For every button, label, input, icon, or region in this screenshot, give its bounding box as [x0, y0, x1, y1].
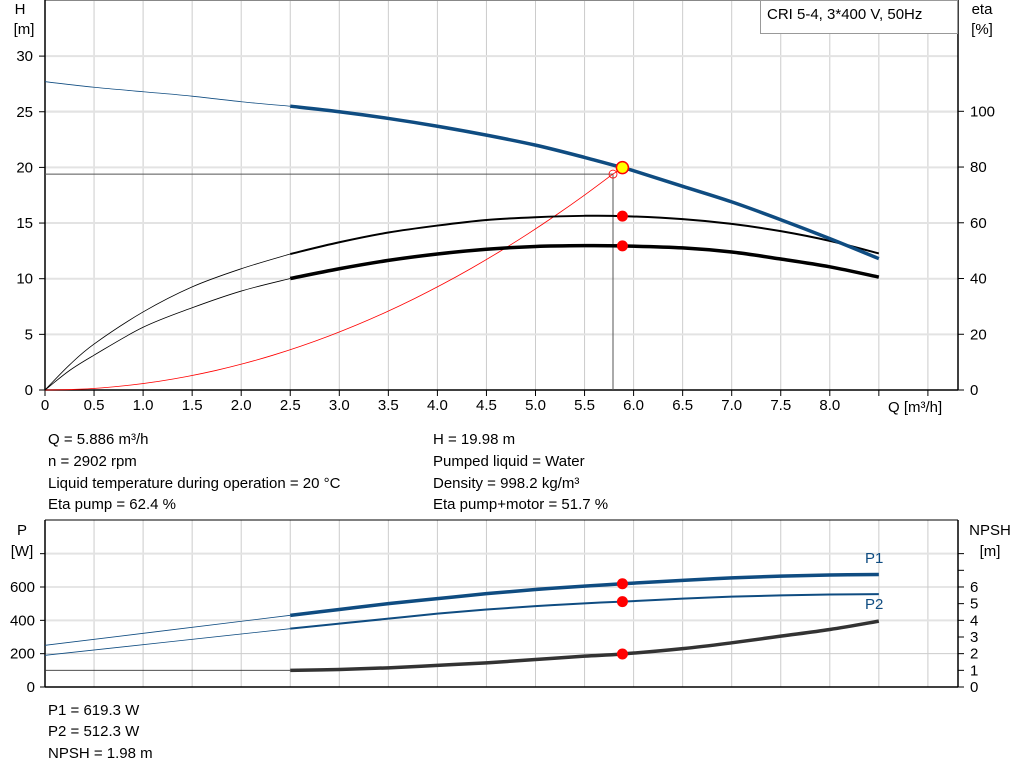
- p2-readout: P2 = 512.3 W: [48, 723, 140, 740]
- y-tick-label: 20: [16, 159, 33, 176]
- eta-total-readout: Eta pump+motor = 51.7 %: [433, 496, 609, 513]
- y-tick-label: 15: [16, 215, 33, 232]
- eta-pump-readout: Eta pump = 62.4 %: [48, 496, 176, 513]
- title-box: [760, 0, 958, 34]
- y-tick-label: 30: [16, 48, 33, 65]
- x-tick-label: 7.5: [770, 397, 791, 414]
- y2-axis-unit: [%]: [971, 21, 993, 38]
- speed-readout: n = 2902 rpm: [48, 453, 137, 470]
- x-tick-label: 3.0: [329, 397, 350, 414]
- y-tick-label: 600: [10, 579, 35, 596]
- y-tick-label: 5: [25, 326, 33, 343]
- head-curve-extrapolated: [44, 81, 291, 107]
- y-tick-label: 10: [16, 271, 33, 288]
- y-tick-label: 400: [10, 612, 35, 629]
- p1-readout: P1 = 619.3 W: [48, 702, 140, 719]
- x-axis-label: Q [m³/h]: [888, 399, 942, 416]
- y2-tick-label: 20: [970, 326, 987, 343]
- p1-series-label: P1: [865, 550, 883, 567]
- p1-curve: [290, 572, 879, 618]
- y2-axis-label: NPSH: [969, 522, 1011, 539]
- density-readout: Density = 998.2 kg/m³: [433, 475, 580, 492]
- x-tick-label: 6.0: [623, 397, 644, 414]
- x-tick-label: 3.5: [378, 397, 399, 414]
- system-curve: [44, 173, 614, 391]
- p2-curve: [290, 593, 879, 630]
- npsh-marker: [616, 648, 628, 660]
- y2-tick-label: 3: [970, 629, 978, 646]
- flow-readout: Q = 5.886 m³/h: [48, 431, 149, 448]
- x-tick-label: 2.0: [231, 397, 252, 414]
- y2-tick-label: 2: [970, 646, 978, 663]
- y-axis-label: P: [17, 522, 27, 539]
- y2-tick-label: 80: [970, 159, 987, 176]
- p2-series-label: P2: [865, 596, 883, 613]
- x-tick-label: 1.0: [133, 397, 154, 414]
- requested-point-marker: [608, 169, 618, 179]
- y2-tick-label: 60: [970, 215, 987, 232]
- eta-pump-marker: [616, 210, 628, 222]
- liquid-readout: Pumped liquid = Water: [433, 453, 585, 470]
- y2-axis-label: eta: [972, 1, 994, 18]
- x-tick-label: 4.5: [476, 397, 497, 414]
- x-tick-label: 0.5: [84, 397, 105, 414]
- x-tick-label: 4.0: [427, 397, 448, 414]
- temperature-readout: Liquid temperature during operation = 20…: [48, 475, 341, 492]
- p1-curve-extrapolated: [44, 614, 291, 646]
- x-tick-label: 8.0: [819, 397, 840, 414]
- eta-pump-curve: [290, 214, 880, 255]
- duty-point-marker: [615, 160, 630, 175]
- npsh-readout: NPSH = 1.98 m: [48, 745, 153, 762]
- x-tick-label: 1.5: [182, 397, 203, 414]
- p1-marker: [616, 578, 628, 590]
- y-tick-label: 0: [27, 679, 35, 696]
- eta-pump-motor-curve-extrapolated: [44, 278, 291, 391]
- x-tick-label: 2.5: [280, 397, 301, 414]
- head-curve: [290, 104, 880, 261]
- y-axis-unit: [W]: [11, 543, 34, 560]
- p2-marker: [616, 596, 628, 608]
- y2-tick-label: 5: [970, 596, 978, 613]
- eta-pump-curve-extrapolated: [44, 253, 291, 391]
- head-readout: H = 19.98 m: [433, 431, 516, 448]
- y-tick-label: 25: [16, 104, 33, 121]
- eta-pump-motor-marker: [616, 240, 628, 252]
- y2-tick-label: 100: [970, 103, 995, 120]
- x-tick-label: 0: [41, 397, 49, 414]
- p2-curve-extrapolated: [44, 628, 291, 656]
- y2-tick-label: 6: [970, 579, 978, 596]
- y2-tick-label: 40: [970, 271, 987, 288]
- x-tick-label: 6.5: [672, 397, 693, 414]
- x-tick-label: 5.5: [574, 397, 595, 414]
- y2-tick-label: 0: [970, 679, 978, 696]
- y2-tick-label: 4: [970, 612, 978, 629]
- y2-axis-unit: [m]: [980, 543, 1001, 560]
- chart-title: CRI 5-4, 3*400 V, 50Hz: [767, 6, 922, 23]
- y2-tick-label: 0: [970, 382, 978, 399]
- x-tick-label: 7.0: [721, 397, 742, 414]
- y-tick-label: 0: [25, 382, 33, 399]
- npsh-curve: [290, 619, 880, 673]
- eta-pump-motor-curve: [289, 243, 880, 281]
- qh-chart: 0 0.5 1.0 1.5 2.0 2.5 3.0 3.5 4.0 4.5 5.0 5.5 6.0 6.5…: [14, 0, 995, 416]
- y2-tick-label: 1: [970, 662, 978, 679]
- y-axis-label: H: [15, 1, 26, 18]
- x-tick-label: 5.0: [525, 397, 546, 414]
- y-axis-unit: [m]: [14, 21, 35, 38]
- y-tick-label: 200: [10, 646, 35, 663]
